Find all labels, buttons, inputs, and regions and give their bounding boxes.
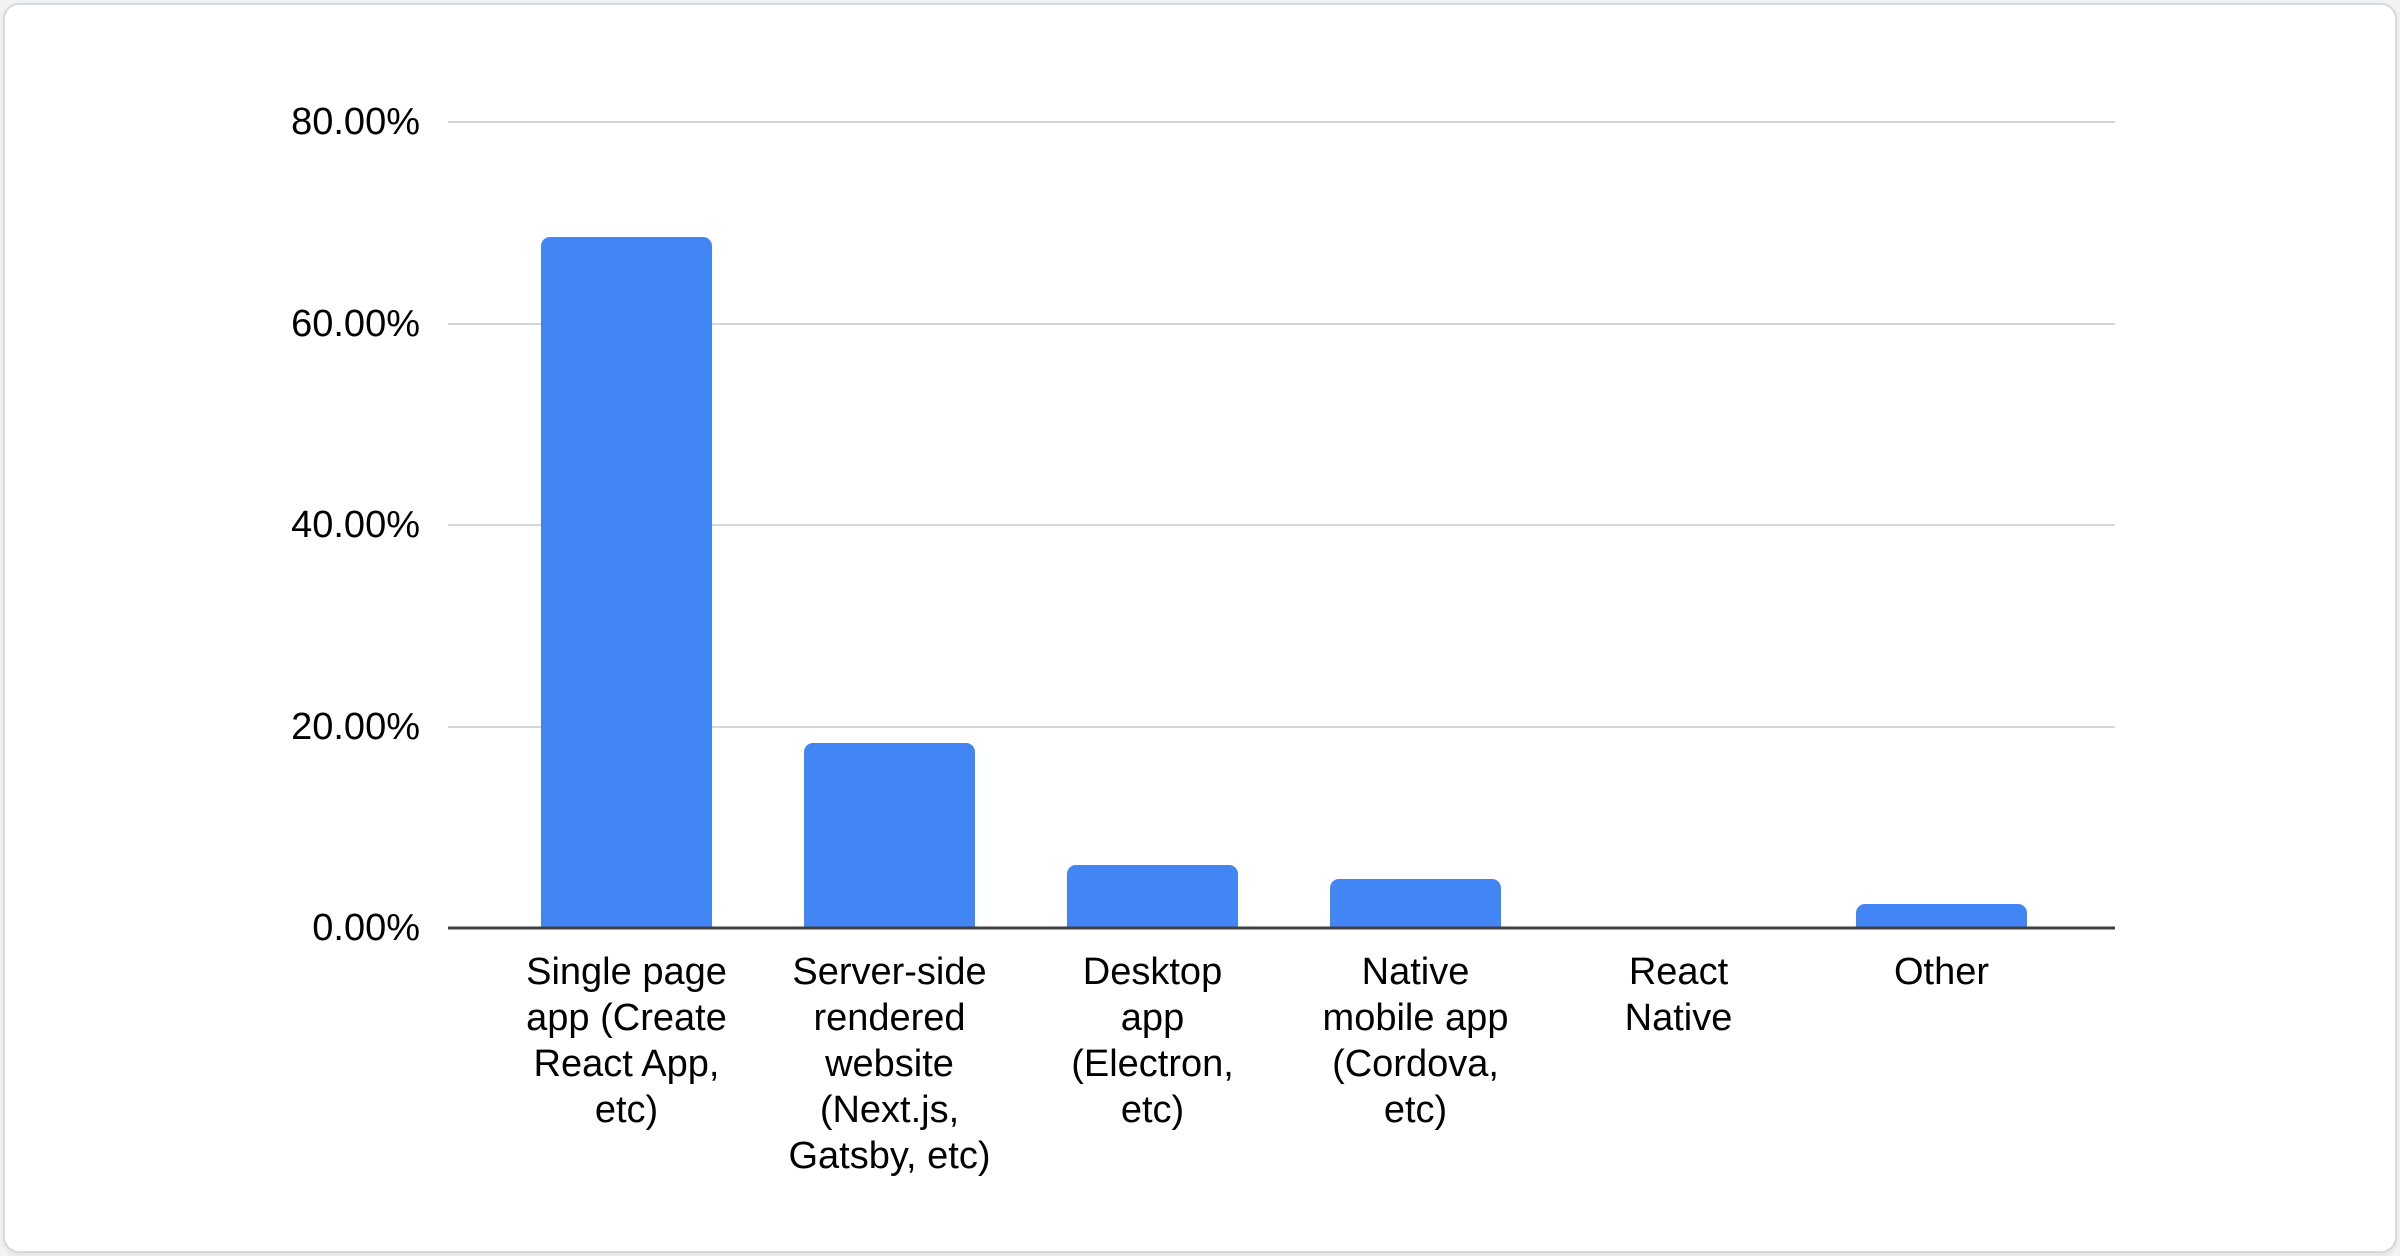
- bar-chart: 80.00% 60.00% 40.00% 20.00% 0.00% Single…: [5, 5, 2395, 1251]
- x-axis-label-other: Other: [1893, 951, 1990, 993]
- bar-native-mobile-app: [1330, 878, 1501, 928]
- y-tick-label-40: 40.00%: [291, 504, 420, 546]
- bar-slot: [1284, 122, 1547, 928]
- bar-slot: [1810, 122, 2073, 928]
- bar-slot: [758, 122, 1021, 928]
- gridline-20: [448, 725, 2115, 728]
- gridline-60: [448, 322, 2115, 325]
- x-axis-label-react-native: React Native: [1624, 951, 1733, 1039]
- y-tick-label-80: 80.00%: [291, 101, 420, 143]
- bar-server-side-rendered: [804, 742, 975, 928]
- x-axis-label-desktop-app: Desktop app (Electron, etc): [1071, 951, 1234, 1131]
- y-tick-label-60: 60.00%: [291, 302, 420, 345]
- x-axis-label-native-mobile-app: Native mobile app (Cordova, etc): [1322, 951, 1509, 1131]
- bar-single-page-app: [541, 236, 712, 928]
- bar-slot: [1547, 122, 1810, 928]
- gridline-80: [448, 121, 2115, 123]
- chart-card: 80.00% 60.00% 40.00% 20.00% 0.00% Single…: [3, 3, 2397, 1253]
- y-tick-label-20: 20.00%: [291, 705, 420, 748]
- y-tick-label-0: 0.00%: [312, 907, 420, 949]
- bar-desktop-app: [1067, 864, 1238, 928]
- x-axis-label-server-side-rendered: Server-side rendered website (Next.js, G…: [788, 951, 991, 1177]
- bar-slot: [1021, 122, 1284, 928]
- x-axis-line: [448, 926, 2115, 930]
- bar-other: [1856, 903, 2027, 928]
- plot-area: [495, 122, 2073, 928]
- x-axis-labels: Single page app (Create React App, etc) …: [495, 949, 2073, 1179]
- x-axis-label-single-page-app: Single page app (Create React App, etc): [526, 951, 727, 1131]
- gridline-40: [448, 524, 2115, 526]
- bar-slot: [495, 122, 758, 928]
